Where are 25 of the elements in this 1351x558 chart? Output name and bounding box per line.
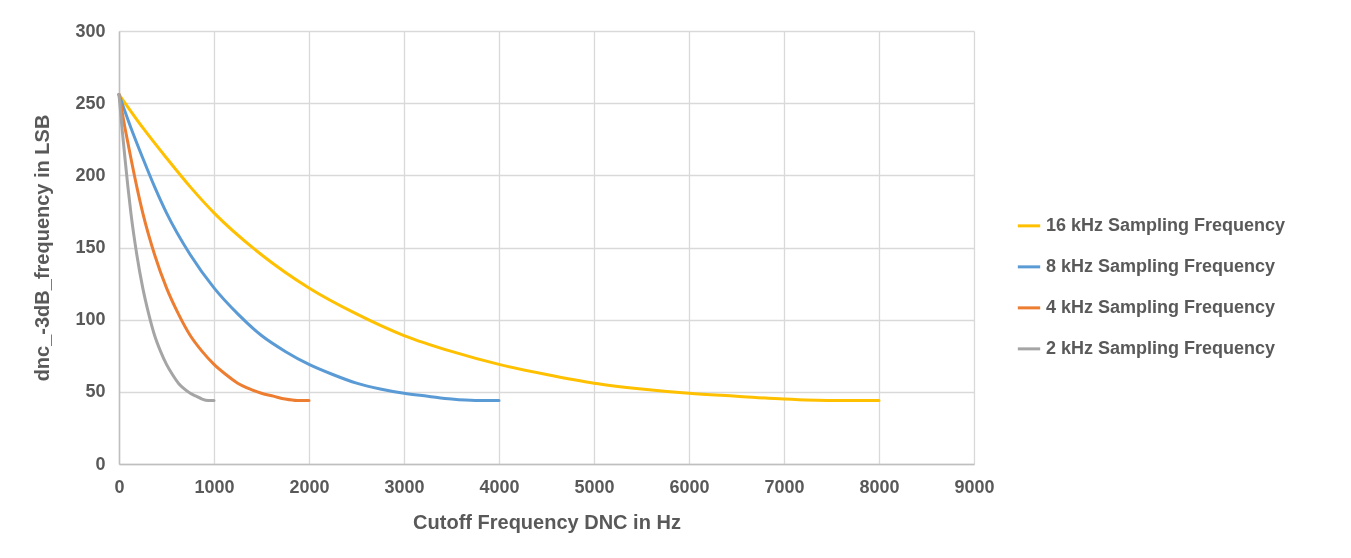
x-tick-label: 4000: [479, 476, 520, 497]
line-series: [117, 93, 311, 402]
x-axis-title: Cutoff Frequency DNC in Hz: [413, 510, 681, 533]
legend-label: 8 kHz Sampling Frequency: [1046, 255, 1276, 276]
legend-label: 4 kHz Sampling Frequency: [1046, 296, 1276, 317]
y-tick-label: 200: [75, 164, 106, 185]
x-tick-label: 5000: [574, 476, 615, 497]
y-tick-label: 100: [75, 309, 106, 330]
legend-label: 16 kHz Sampling Frequency: [1046, 214, 1286, 235]
y-tick-label: 250: [75, 92, 106, 113]
line-series: [117, 93, 216, 402]
y-tick-label: 300: [75, 20, 106, 41]
y-tick-label: 0: [95, 453, 106, 474]
x-tick-label: 2000: [289, 476, 330, 497]
x-tick-label: 8000: [859, 476, 900, 497]
x-tick-label: 9000: [954, 476, 995, 497]
y-tick-label: 150: [75, 237, 106, 257]
y-axis-title: dnc_-3dB_frequency in LSB: [31, 114, 54, 382]
y-tick-label: 50: [85, 381, 106, 402]
x-tick-label: 0: [114, 476, 125, 497]
x-tick-label: 6000: [669, 476, 710, 497]
x-tick-label: 7000: [764, 476, 805, 497]
legend-label: 2 kHz Sampling Frequency: [1046, 337, 1276, 358]
x-tick-label: 3000: [384, 476, 425, 497]
x-tick-label: 1000: [194, 476, 235, 497]
